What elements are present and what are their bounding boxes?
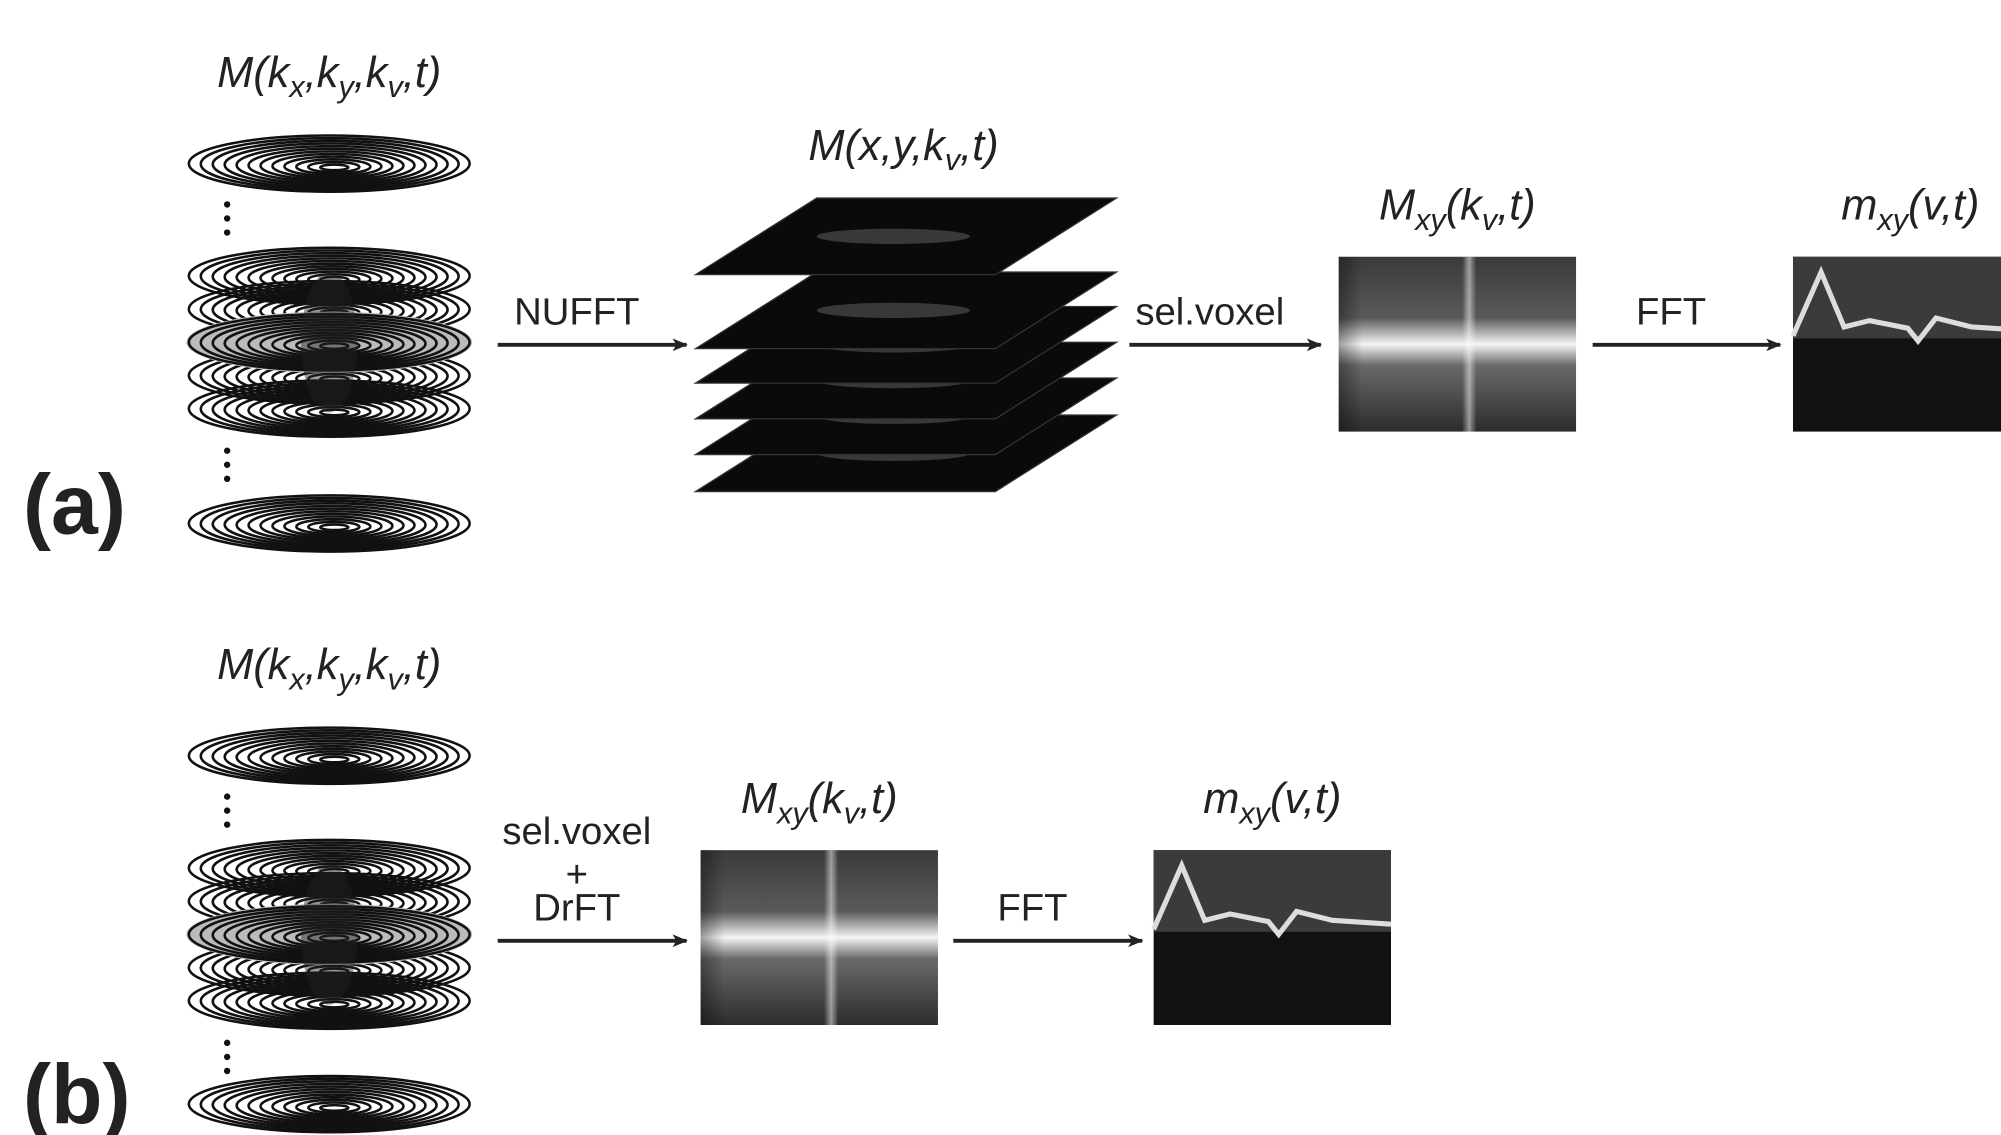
spiral xyxy=(189,1076,470,1132)
kv-image xyxy=(701,850,938,1025)
ellipsis-dot xyxy=(224,1040,230,1046)
subscript: xy xyxy=(1413,203,1447,237)
ellipsis-dot xyxy=(224,807,230,813)
spiral xyxy=(189,136,470,192)
label-part: M xyxy=(1379,182,1416,230)
spiral xyxy=(189,728,470,784)
label-part: ,t) xyxy=(403,641,442,689)
label-part: (k xyxy=(1446,182,1484,230)
image-overlay xyxy=(1339,257,1576,432)
subscript: y xyxy=(336,70,355,104)
subscript: x xyxy=(287,662,306,696)
math-label: M(kx,ky,kv,t) xyxy=(217,49,441,104)
ellipsis-dot xyxy=(224,793,230,799)
ellipsis-dot xyxy=(224,1054,230,1060)
arrow-label: NUFFT xyxy=(514,290,639,333)
label-part: ,t) xyxy=(403,49,442,97)
k-center xyxy=(301,864,357,1004)
label-part: ,t) xyxy=(960,122,999,170)
ellipsis-dot xyxy=(224,201,230,207)
label-part: ,k xyxy=(305,49,341,97)
ellipsis-dot xyxy=(224,821,230,827)
panel-label: (a) xyxy=(23,458,126,552)
math-label: mxy(v,t) xyxy=(1841,182,1979,237)
label-part: (k xyxy=(808,775,846,823)
spiral-ring xyxy=(320,1105,348,1111)
spiral-ring xyxy=(320,165,348,171)
label-part: ,t) xyxy=(1497,182,1536,230)
label-part: ,k xyxy=(305,641,341,689)
ellipsis-dot xyxy=(224,476,230,482)
spiral xyxy=(189,495,470,551)
ellipsis-dot xyxy=(224,229,230,235)
label-part: (v,t) xyxy=(1908,182,1979,230)
subscript: xy xyxy=(1237,796,1271,830)
math-label: Mxy(kv,t) xyxy=(741,775,898,830)
math-label: mxy(v,t) xyxy=(1203,775,1341,830)
label-part: (v,t) xyxy=(1270,775,1341,823)
ellipsis-dot xyxy=(224,462,230,468)
arrow-label: DrFT xyxy=(533,886,620,929)
subscript: xy xyxy=(1875,203,1909,237)
label-part: M(x,y,k xyxy=(808,122,947,170)
diagram-layer: (a) M(kx,ky,kv,t) NUFFT M(x,y,kv,t) sel.voxe… xyxy=(23,49,2001,1135)
slice-detail xyxy=(817,303,970,318)
math-label: M(x,y,kv,t) xyxy=(808,122,998,177)
label-part: ,k xyxy=(354,641,390,689)
spiral-ring xyxy=(320,524,348,530)
label-part: m xyxy=(1841,182,1877,230)
math-label: Mxy(kv,t) xyxy=(1379,182,1536,237)
image-overlay xyxy=(701,850,938,1025)
label-part: M(k xyxy=(217,49,292,97)
label-part: ,k xyxy=(354,49,390,97)
arrow-label: sel.voxel xyxy=(502,810,651,853)
subscript: xy xyxy=(775,796,809,830)
label-part: ,t) xyxy=(859,775,898,823)
k-center xyxy=(301,272,357,412)
math-label: M(kx,ky,kv,t) xyxy=(217,641,441,696)
velocity-image xyxy=(1154,850,1391,1025)
arrow-label: FFT xyxy=(997,886,1067,929)
slice-detail xyxy=(817,229,970,244)
arrow-label: FFT xyxy=(1636,290,1706,333)
spiral-ring xyxy=(320,757,348,763)
velocity-image xyxy=(1793,257,2001,432)
ellipsis-dot xyxy=(224,448,230,454)
ellipsis-dot xyxy=(224,215,230,221)
arrow-label: sel.voxel xyxy=(1135,290,1284,333)
subscript: x xyxy=(287,70,306,104)
panel-label: (b) xyxy=(23,1047,131,1135)
subscript: y xyxy=(336,662,355,696)
ellipsis-dot xyxy=(224,1068,230,1074)
label-part: M xyxy=(741,775,778,823)
figure: (a) M(kx,ky,kv,t) NUFFT M(x,y,kv,t) sel.voxe… xyxy=(0,0,2001,1135)
label-part: M(k xyxy=(217,641,292,689)
label-part: m xyxy=(1203,775,1239,823)
kv-image xyxy=(1339,257,1576,432)
